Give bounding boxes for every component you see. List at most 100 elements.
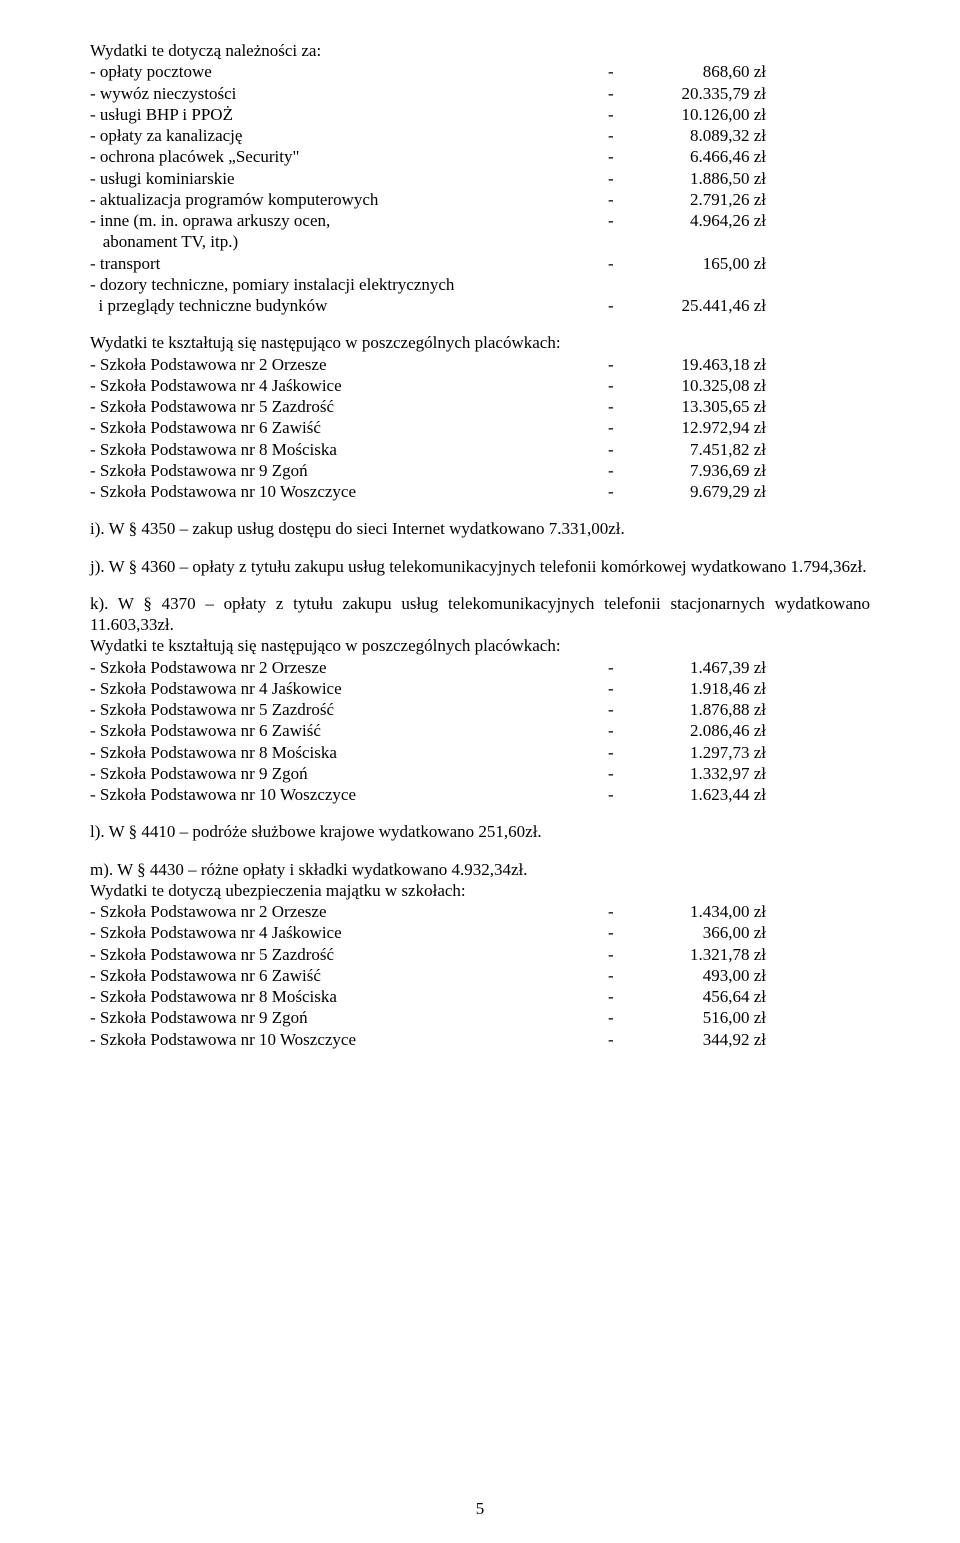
item-value: 19.463,18 zł [646,354,766,375]
dash: - [608,125,638,146]
continuation-line: abonament TV, itp.) [90,231,870,252]
list-item: - Szkoła Podstawowa nr 5 Zazdrość-1.321,… [90,944,870,965]
dash: - [608,189,638,210]
dash: - [608,83,638,104]
list-item: - Szkoła Podstawowa nr 10 Woszczyce-1.62… [90,784,870,805]
list-item: - Szkoła Podstawowa nr 4 Jaśkowice-1.918… [90,678,870,699]
dash: - [608,922,638,943]
item-value: 13.305,65 zł [646,396,766,417]
list-item: - Szkoła Podstawowa nr 10 Woszczyce-9.67… [90,481,870,502]
item-value: 1.886,50 zł [646,168,766,189]
item-label: - Szkoła Podstawowa nr 2 Orzesze [90,901,600,922]
item-value: 868,60 zł [646,61,766,82]
item-value: 516,00 zł [646,1007,766,1028]
list-item: - inne (m. in. oprawa arkuszy ocen,-4.96… [90,210,870,231]
item-value: 165,00 zł [646,253,766,274]
dash: - [608,1007,638,1028]
list-item: - Szkoła Podstawowa nr 6 Zawiść-12.972,9… [90,417,870,438]
item-label: - Szkoła Podstawowa nr 4 Jaśkowice [90,678,600,699]
item-label: - Szkoła Podstawowa nr 2 Orzesze [90,354,600,375]
item-value: 4.964,26 zł [646,210,766,231]
list-item: - usługi BHP i PPOŻ-10.126,00 zł [90,104,870,125]
item-value: 20.335,79 zł [646,83,766,104]
item-label: - usługi BHP i PPOŻ [90,104,600,125]
dash: - [608,210,638,231]
item-label: - Szkoła Podstawowa nr 9 Zgoń [90,763,600,784]
item-label: - inne (m. in. oprawa arkuszy ocen, [90,210,600,231]
paragraph-i: i). W § 4350 – zakup usług dostępu do si… [90,518,870,539]
item-label: i przeglądy techniczne budynków [90,295,600,316]
item-value: 1.434,00 zł [646,901,766,922]
item-value: 1.623,44 zł [646,784,766,805]
item-label: - Szkoła Podstawowa nr 10 Woszczyce [90,784,600,805]
list-item: - Szkoła Podstawowa nr 4 Jaśkowice-10.32… [90,375,870,396]
item-value: 7.451,82 zł [646,439,766,460]
dash: - [608,699,638,720]
school-list-2: - Szkoła Podstawowa nr 2 Orzesze-19.463,… [90,354,870,503]
paragraph-k: k). W § 4370 – opłaty z tytułu zakupu us… [90,593,870,636]
dash: - [608,986,638,1007]
intro-text: Wydatki te dotyczą należności za: [90,40,870,61]
list-item: - Szkoła Podstawowa nr 6 Zawiść-2.086,46… [90,720,870,741]
dash: - [608,481,638,502]
school-list-4: - Szkoła Podstawowa nr 2 Orzesze-1.434,0… [90,901,870,1050]
item-label: - Szkoła Podstawowa nr 10 Woszczyce [90,1029,600,1050]
dash: - [608,417,638,438]
item-label: - Szkoła Podstawowa nr 8 Mościska [90,986,600,1007]
list-item: - Szkoła Podstawowa nr 4 Jaśkowice-366,0… [90,922,870,943]
paragraph-m: m). W § 4430 – różne opłaty i składki wy… [90,859,870,880]
dash: - [608,1029,638,1050]
list-item: - Szkoła Podstawowa nr 2 Orzesze-1.434,0… [90,901,870,922]
list-item: - opłaty pocztowe-868,60 zł [90,61,870,82]
heading-text: Wydatki te dotyczą ubezpieczenia majątku… [90,880,870,901]
item-label: - Szkoła Podstawowa nr 5 Zazdrość [90,396,600,417]
expense-list-1b: - transport-165,00 zł [90,253,870,274]
item-value: 1.467,39 zł [646,657,766,678]
dash: - [608,253,638,274]
list-item: - Szkoła Podstawowa nr 8 Mościska-1.297,… [90,742,870,763]
item-label: - transport [90,253,600,274]
item-value: 2.086,46 zł [646,720,766,741]
dash: - [608,439,638,460]
item-label: - Szkoła Podstawowa nr 5 Zazdrość [90,699,600,720]
dash: - [608,784,638,805]
item-value: 1.332,97 zł [646,763,766,784]
item-label: - opłaty za kanalizację [90,125,600,146]
multi-line-item-2: i przeglądy techniczne budynków - 25.441… [90,295,870,316]
list-item: - Szkoła Podstawowa nr 10 Woszczyce-344,… [90,1029,870,1050]
dash: - [608,396,638,417]
document-page: Wydatki te dotyczą należności za: - opła… [0,0,960,1543]
list-item: - Szkoła Podstawowa nr 9 Zgoń-1.332,97 z… [90,763,870,784]
item-label: - Szkoła Podstawowa nr 2 Orzesze [90,657,600,678]
list-item: - Szkoła Podstawowa nr 6 Zawiść-493,00 z… [90,965,870,986]
item-label: - aktualizacja programów komputerowych [90,189,600,210]
dash: - [608,944,638,965]
list-item: - Szkoła Podstawowa nr 5 Zazdrość-13.305… [90,396,870,417]
list-item: - Szkoła Podstawowa nr 8 Mościska-7.451,… [90,439,870,460]
dash: - [608,146,638,167]
dash: - [608,104,638,125]
list-item: - ochrona placówek „Security"-6.466,46 z… [90,146,870,167]
item-value: 8.089,32 zł [646,125,766,146]
item-value: 493,00 zł [646,965,766,986]
dash: - [608,375,638,396]
dash: - [608,460,638,481]
dash: - [608,354,638,375]
item-value: 366,00 zł [646,922,766,943]
item-value: 7.936,69 zł [646,460,766,481]
list-item: - Szkoła Podstawowa nr 9 Zgoń-516,00 zł [90,1007,870,1028]
item-label: - Szkoła Podstawowa nr 10 Woszczyce [90,481,600,502]
item-value: 1.918,46 zł [646,678,766,699]
list-item: - Szkoła Podstawowa nr 2 Orzesze-1.467,3… [90,657,870,678]
heading-text: Wydatki te kształtują się następująco w … [90,635,870,656]
item-label: - Szkoła Podstawowa nr 8 Mościska [90,439,600,460]
item-label: - Szkoła Podstawowa nr 9 Zgoń [90,1007,600,1028]
list-item: - Szkoła Podstawowa nr 2 Orzesze-19.463,… [90,354,870,375]
page-number: 5 [0,1498,960,1519]
section-2: Wydatki te kształtują się następująco w … [90,332,870,502]
item-label: - Szkoła Podstawowa nr 6 Zawiść [90,417,600,438]
list-item: - Szkoła Podstawowa nr 9 Zgoń-7.936,69 z… [90,460,870,481]
list-item: - usługi kominiarskie-1.886,50 zł [90,168,870,189]
paragraph-l: l). W § 4410 – podróże służbowe krajowe … [90,821,870,842]
item-value: 1.876,88 zł [646,699,766,720]
